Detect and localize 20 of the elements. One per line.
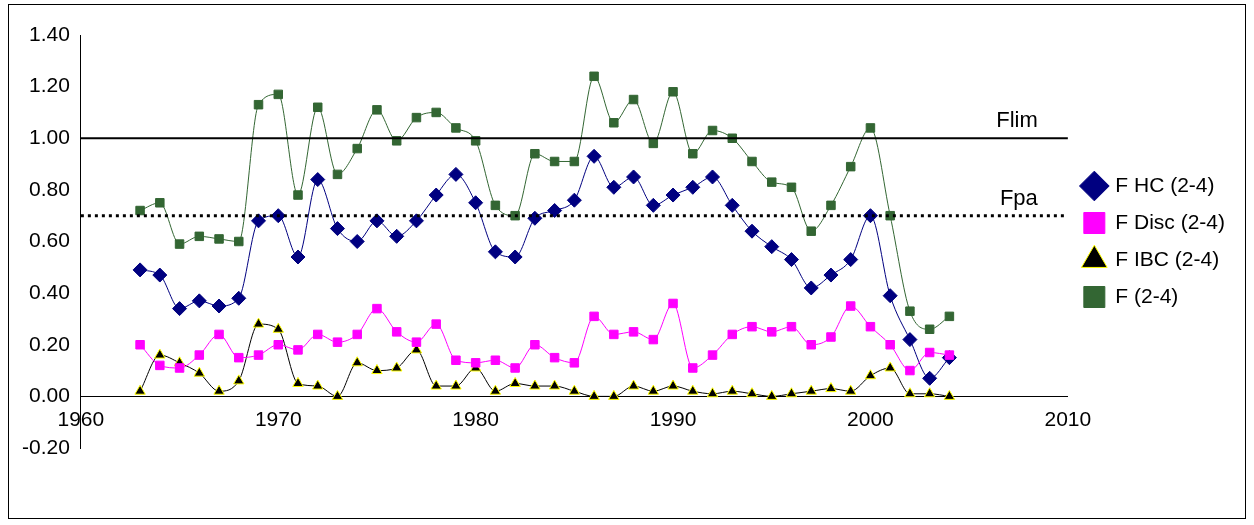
ref-line-label: Flim (996, 107, 1038, 133)
legend-label: F HC (2-4) (1115, 172, 1215, 196)
y-tick-label: 0.60 (28, 228, 70, 252)
y-tick-label: 0.40 (28, 279, 70, 303)
legend-label: F (2-4) (1115, 283, 1179, 307)
y-tick-label: 0.00 (28, 383, 70, 407)
y-tick-label: -0.20 (21, 434, 70, 458)
y-tick-label: 1.00 (28, 125, 70, 149)
y-tick-label: 0.20 (28, 331, 70, 355)
x-tick-label: 1970 (254, 406, 302, 430)
y-tick-label: 1.40 (28, 21, 70, 45)
x-tick-label: 2000 (847, 406, 894, 430)
legend-label: F Disc (2-4) (1115, 209, 1226, 233)
x-tick-label: 2010 (1044, 406, 1092, 430)
ref-line-label: Fpa (999, 184, 1039, 210)
x-tick-label: 1980 (452, 406, 500, 430)
x-tick-label: 1990 (649, 406, 697, 430)
y-tick-label: 1.20 (28, 73, 70, 97)
legend-label: F IBC (2-4) (1115, 246, 1220, 270)
y-tick-label: 0.80 (28, 176, 70, 200)
